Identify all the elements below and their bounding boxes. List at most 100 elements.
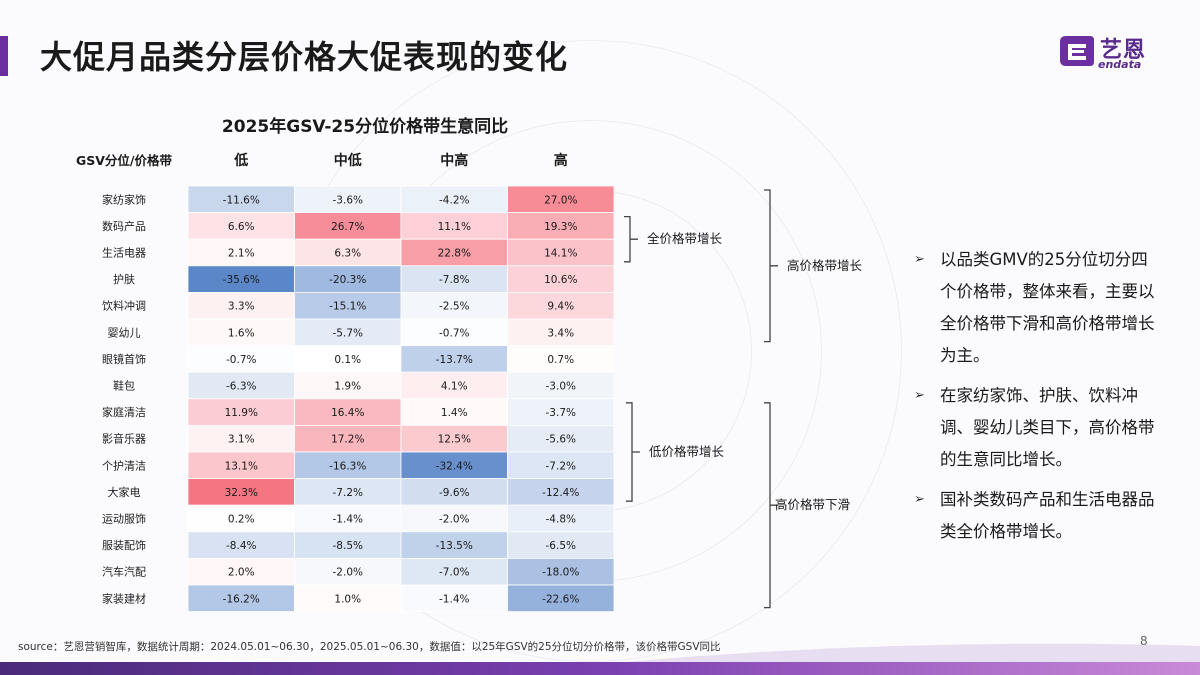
logo-name-cn: 艺恩 — [1100, 38, 1147, 63]
group-label: 高价格带增长 — [787, 258, 863, 273]
heatmap-cell — [294, 504, 402, 533]
logo-name-en: endata — [1098, 58, 1142, 71]
heatmap-cell — [187, 371, 295, 400]
page-title: 大促月品类分层价格大促表现的变化 — [40, 38, 569, 76]
cell-value: -7.0% — [439, 567, 469, 579]
cell-value: -2.5% — [439, 301, 469, 313]
logo: 艺恩 endata — [1058, 30, 1168, 74]
row-label: 护肤 — [113, 272, 135, 286]
cell-value: -12.4% — [542, 487, 579, 499]
cell-value: 32.3% — [225, 487, 258, 499]
cell-value: -6.5% — [546, 540, 576, 552]
group-bracket — [764, 402, 778, 609]
heatmap-cell — [507, 291, 615, 320]
cell-value: -20.3% — [329, 274, 366, 286]
group-label: 高价格带下滑 — [775, 497, 850, 512]
heatmap-cell — [400, 371, 508, 400]
cell-value: -3.7% — [546, 407, 576, 419]
cell-value: 22.8% — [438, 248, 471, 260]
bullet-item: ➢ 以品类GMV的25分位切分四个价格带，整体来看，主要以全价格带下滑和高价格带… — [912, 244, 1162, 372]
cell-value: -16.3% — [329, 460, 366, 472]
heatmap-cell — [294, 212, 402, 240]
cell-value: -32.4% — [436, 460, 473, 472]
row-label: 影音乐器 — [102, 432, 146, 446]
cell-value: -0.7% — [439, 327, 469, 339]
cell-value: 3.3% — [228, 301, 255, 313]
heatmap-cell — [294, 238, 402, 267]
heatmap-cell — [400, 451, 508, 480]
heatmap-cell — [294, 291, 402, 320]
cell-value: -3.6% — [333, 194, 363, 206]
cell-value: 1.9% — [334, 381, 361, 393]
column-header: 低 — [233, 152, 248, 169]
arrow-bullet-icon: ➢ — [914, 388, 925, 403]
cell-value: -8.5% — [333, 540, 363, 552]
heatmap-cell — [507, 212, 615, 240]
row-label: 服装配饰 — [102, 538, 146, 552]
heatmap-cell — [507, 371, 615, 400]
heatmap-cell — [294, 345, 402, 373]
column-header: 中低 — [334, 152, 362, 169]
heatmap-cell — [294, 584, 402, 613]
cell-value: 1.6% — [228, 327, 255, 339]
bullet-item: ➢ 在家纺家饰、护肤、饮料冲调、婴幼儿类目下，高价格带的生意同比增长。 — [912, 380, 1162, 476]
cell-value: 6.3% — [334, 248, 361, 260]
cell-value: 3.1% — [228, 434, 255, 446]
cell-value: -0.7% — [226, 354, 256, 366]
cell-value: -7.2% — [333, 487, 363, 499]
row-label: 数码产品 — [102, 219, 146, 233]
cell-value: -18.0% — [542, 567, 579, 579]
source-note: source：艺恩营销智库，数据统计周期：2024.05.01~06.30，20… — [18, 641, 721, 653]
heatmap-cell — [400, 345, 508, 373]
bullet-text: 以品类GMV的25分位切分四个价格带，整体来看，主要以全价格带下滑和高价格带增长… — [940, 250, 1155, 365]
heatmap-cell — [507, 531, 615, 559]
cell-value: -9.6% — [439, 487, 469, 499]
row-label: 婴幼儿 — [108, 326, 141, 339]
row-label: 运动服饰 — [102, 512, 146, 526]
column-header: 高 — [554, 152, 568, 169]
heatmap-cell — [294, 451, 402, 480]
cell-value: 0.1% — [334, 354, 361, 366]
heatmap-cell — [187, 424, 295, 453]
heatmap-cell — [187, 345, 295, 373]
row-label: 家装建材 — [102, 591, 146, 605]
cell-value: -6.3% — [226, 381, 256, 393]
heatmap-cell — [400, 531, 508, 559]
heatmap-cell — [187, 478, 295, 506]
heatmap-cell — [507, 398, 615, 426]
cell-value: 16.4% — [331, 407, 364, 419]
heatmap-cell — [507, 185, 615, 214]
cell-value: 27.0% — [544, 194, 577, 206]
page-number: 8 — [1140, 634, 1148, 648]
group-bracket — [624, 215, 638, 263]
cell-value: -1.4% — [439, 593, 469, 605]
cell-value: -2.0% — [333, 567, 363, 579]
heatmap-cell — [187, 265, 295, 293]
heatmap-cell — [294, 424, 402, 453]
cell-value: 1.0% — [334, 593, 361, 605]
heatmap-cell — [294, 531, 402, 559]
heatmap-cell — [187, 451, 295, 480]
group-bracket — [764, 189, 778, 343]
heatmap-cell — [187, 558, 295, 586]
heatmap-cell — [507, 478, 615, 506]
row-label: 家庭清洁 — [102, 405, 146, 419]
row-label: 饮料冲调 — [102, 299, 146, 313]
group-label: 低价格带增长 — [649, 444, 725, 459]
arrow-bullet-icon: ➢ — [914, 492, 925, 507]
cell-value: 6.6% — [228, 221, 255, 233]
heatmap-cell — [400, 185, 508, 214]
row-label: 眼镜首饰 — [102, 352, 146, 366]
bullet-text: 在家纺家饰、护肤、饮料冲调、婴幼儿类目下，高价格带的生意同比增长。 — [940, 386, 1155, 469]
heatmap-cell — [294, 318, 402, 347]
heatmap-cell — [507, 504, 615, 533]
cell-value: 14.1% — [544, 248, 577, 260]
cell-value: -5.6% — [546, 434, 576, 446]
chart-title: 2025年GSV-25分位价格带生意同比 — [221, 117, 509, 137]
cell-value: -13.7% — [436, 354, 473, 366]
row-label: 鞋包 — [113, 379, 135, 393]
cell-value: 26.7% — [331, 221, 364, 233]
cell-value: -4.2% — [439, 194, 469, 206]
row-label: 汽车汽配 — [102, 565, 146, 579]
